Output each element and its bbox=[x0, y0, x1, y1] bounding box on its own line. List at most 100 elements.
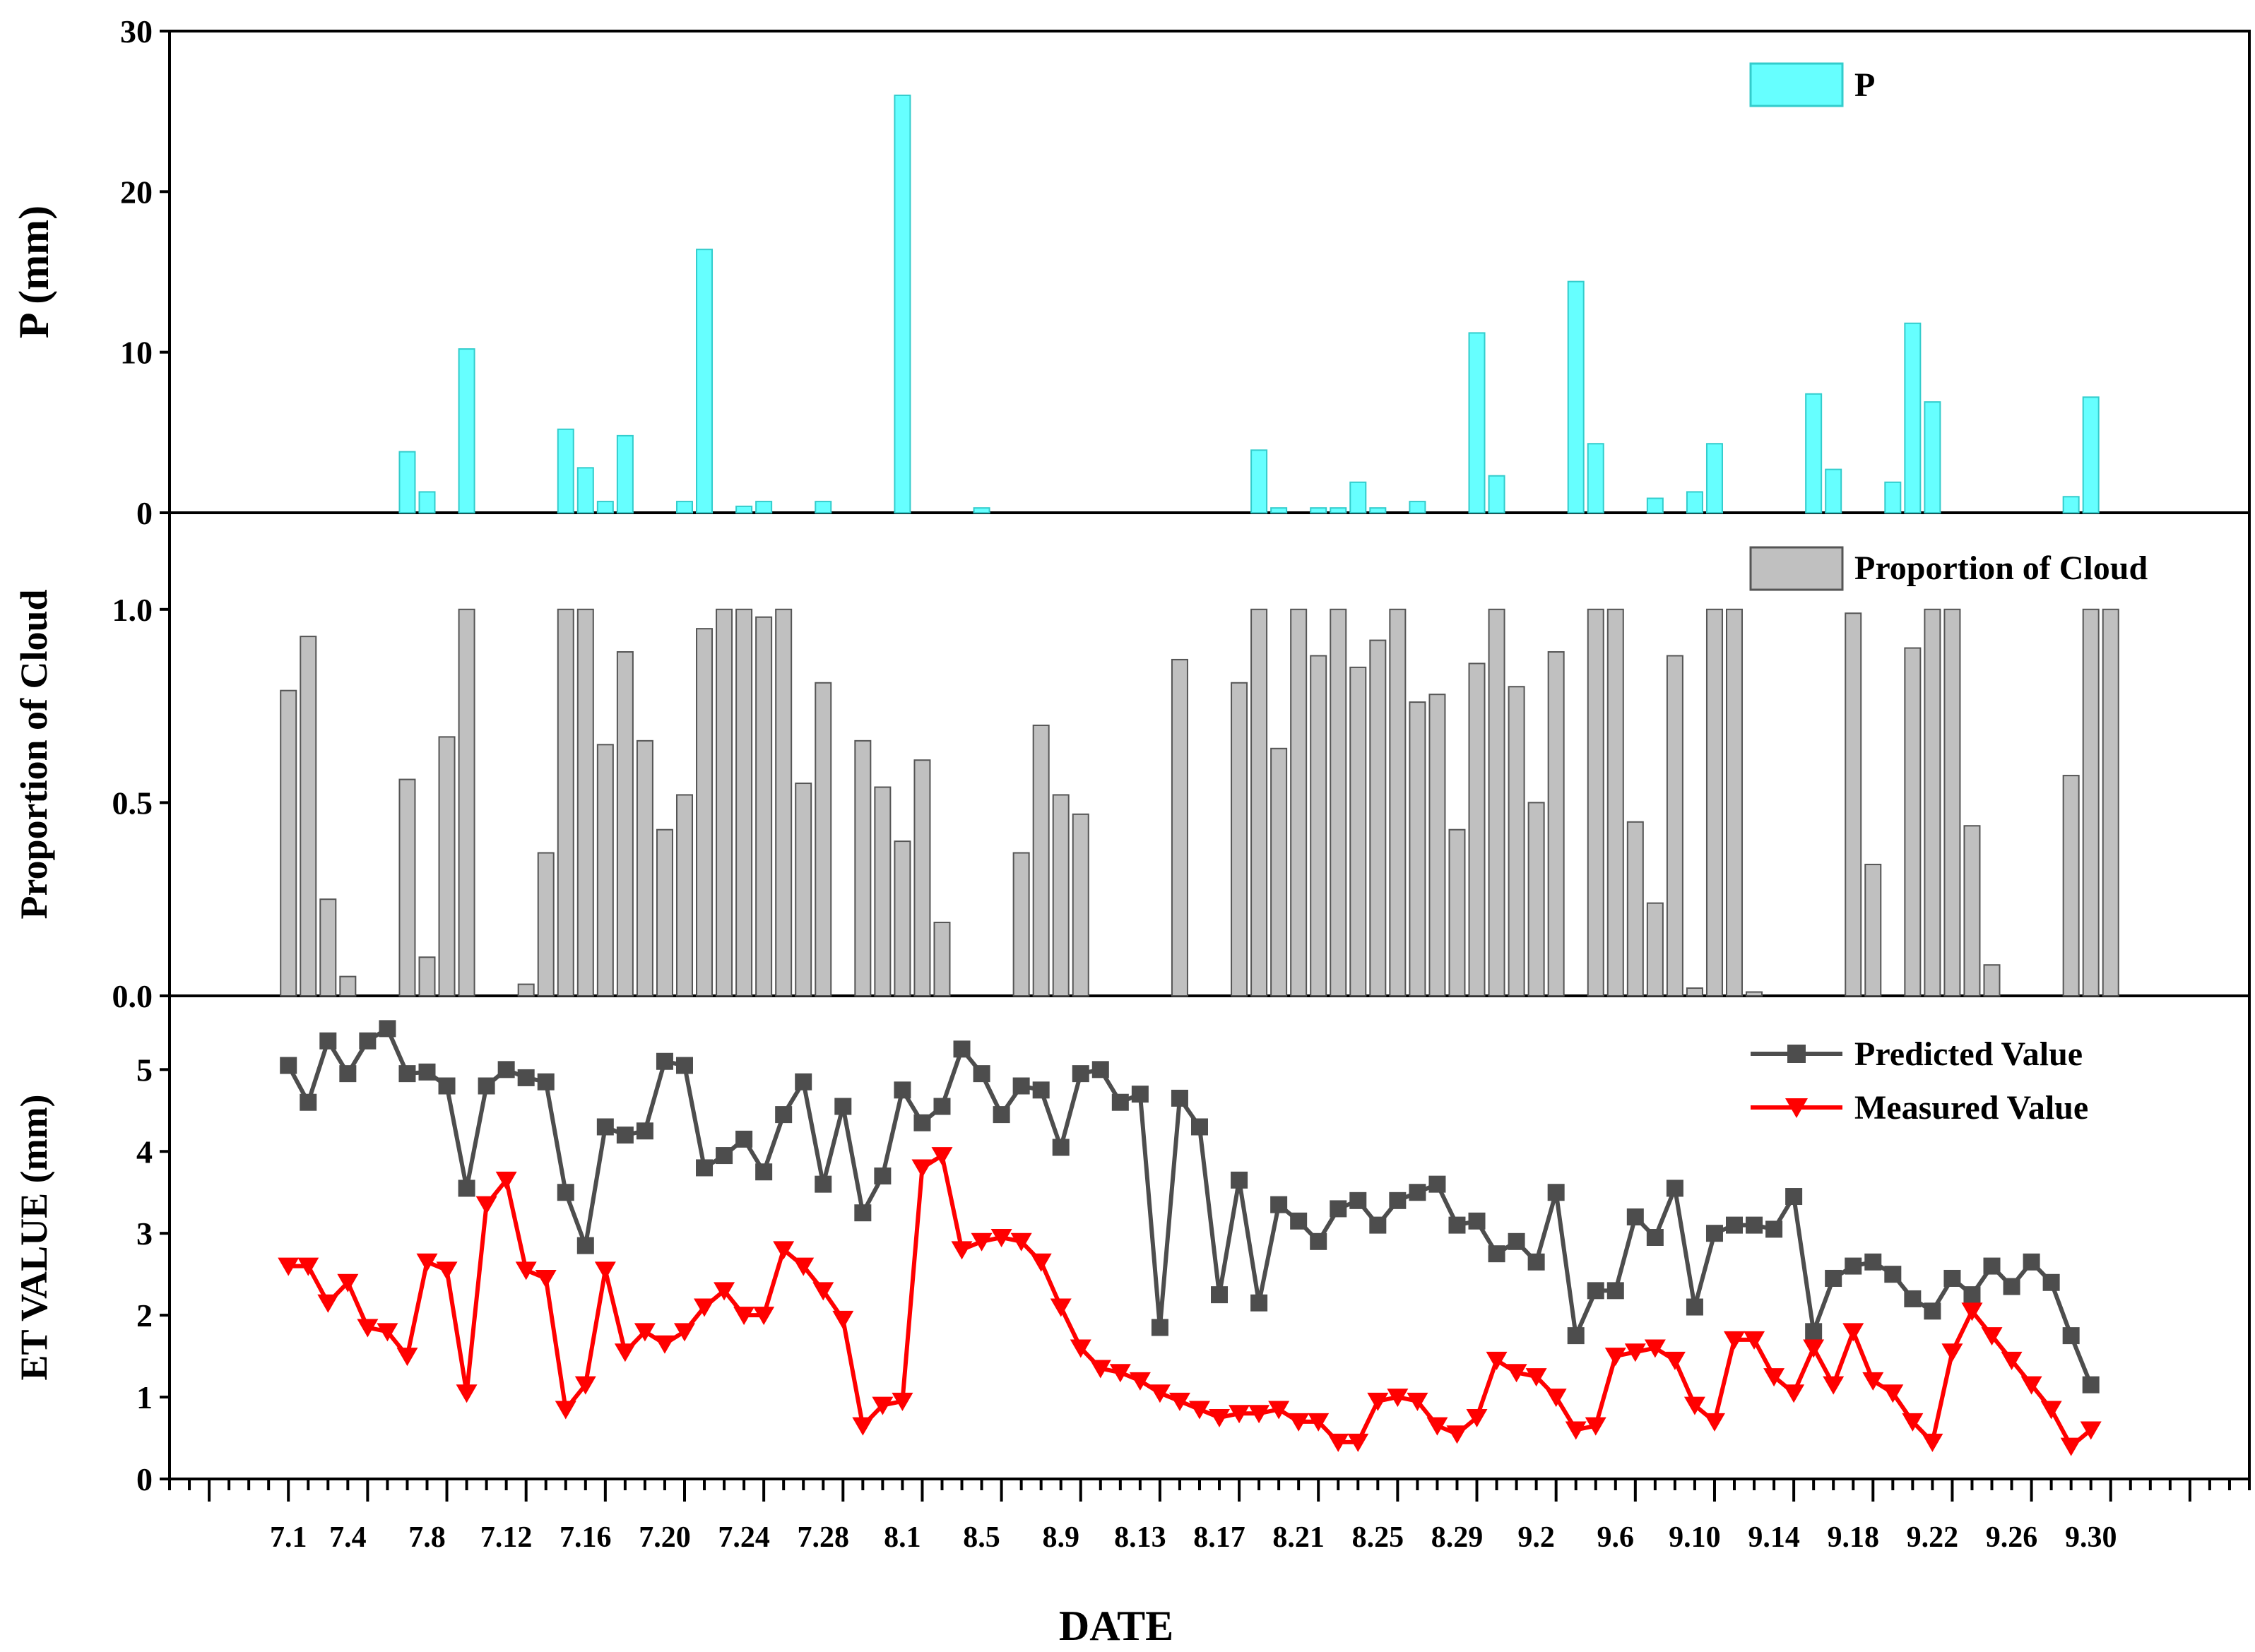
precip-bar bbox=[1587, 443, 1604, 513]
cloud-bar bbox=[735, 608, 753, 997]
predicted-value-point bbox=[300, 1093, 317, 1111]
predicted-value-point bbox=[1231, 1171, 1248, 1189]
predicted-value-point bbox=[1943, 1269, 1961, 1287]
measured-value-point bbox=[574, 1376, 596, 1395]
y-tick-label: 20 bbox=[120, 174, 153, 210]
cloud-bar bbox=[1943, 608, 1961, 997]
cloud-bar bbox=[300, 636, 317, 997]
cloud-bar bbox=[1389, 608, 1407, 997]
measured-value-point bbox=[1149, 1384, 1171, 1403]
cloud-bar bbox=[1746, 991, 1763, 997]
predicted-value-point bbox=[418, 1063, 436, 1081]
cloud-bar bbox=[874, 786, 892, 997]
y-tick-label: 0.0 bbox=[112, 978, 153, 1014]
predicted-value-point bbox=[1904, 1290, 1922, 1307]
measured-value-point bbox=[1902, 1413, 1924, 1432]
measured-value-point bbox=[1446, 1425, 1468, 1444]
measured-value-point bbox=[1644, 1339, 1666, 1358]
predicted-value-point bbox=[1825, 1269, 1842, 1287]
y-tick-label: 1 bbox=[136, 1379, 153, 1415]
x-tick-label: 9.14 bbox=[1748, 1521, 1800, 1554]
cloud-bar bbox=[1963, 825, 1981, 997]
measured-value-point bbox=[1525, 1368, 1547, 1387]
predicted-value-point bbox=[1527, 1253, 1545, 1271]
measured-value-point bbox=[2020, 1376, 2042, 1395]
precip-bar bbox=[2082, 396, 2100, 513]
measured-value-point bbox=[1862, 1372, 1884, 1391]
cloud-bar bbox=[755, 616, 773, 997]
predicted-value-point bbox=[616, 1127, 634, 1144]
measured-value-point bbox=[1327, 1433, 1349, 1452]
measured-value-point bbox=[1248, 1405, 1270, 1424]
x-tick-label: 7.8 bbox=[408, 1521, 446, 1554]
predicted-value-point bbox=[854, 1204, 872, 1222]
legend-label-measured: Measured Value bbox=[1854, 1089, 2088, 1127]
predicted-value-point bbox=[1409, 1184, 1426, 1201]
predicted-value-point bbox=[1884, 1266, 1902, 1283]
x-tick-label: 7.4 bbox=[329, 1521, 367, 1554]
cloud-bar bbox=[815, 682, 832, 997]
cloud-bar bbox=[716, 608, 733, 997]
cloud-bar bbox=[1508, 686, 1525, 997]
predicted-value-point bbox=[1151, 1319, 1168, 1336]
y-tick-label: 10 bbox=[120, 335, 153, 371]
y-tick-label: 2 bbox=[136, 1297, 153, 1333]
predicted-value-point bbox=[1626, 1208, 1644, 1226]
predicted-value-point bbox=[537, 1073, 555, 1091]
predicted-value-point bbox=[379, 1020, 396, 1038]
predicted-value-point bbox=[1211, 1286, 1229, 1304]
measured-value-point bbox=[1387, 1389, 1409, 1408]
cloud-bar bbox=[636, 739, 653, 997]
predicted-value-point bbox=[1963, 1286, 1981, 1304]
x-tick-label: 8.21 bbox=[1272, 1521, 1325, 1554]
precip-bar bbox=[1468, 332, 1486, 513]
precip-bar bbox=[1924, 401, 1941, 514]
cloud-bar bbox=[1171, 658, 1188, 997]
legend-marker-predicted bbox=[1787, 1045, 1806, 1063]
cloud-bar bbox=[616, 650, 634, 997]
cloud-bars bbox=[280, 608, 2119, 997]
measured-value-point bbox=[1744, 1331, 1765, 1350]
measured-value-point bbox=[1941, 1343, 1963, 1362]
x-tick-label: 8.25 bbox=[1352, 1521, 1404, 1554]
measured-value-point bbox=[1703, 1413, 1725, 1432]
measured-value-point bbox=[673, 1323, 695, 1342]
cloud-bar bbox=[280, 689, 297, 997]
measured-value-point bbox=[990, 1229, 1012, 1247]
measured-value-point bbox=[1724, 1331, 1746, 1350]
measured-value-point bbox=[1922, 1433, 1943, 1452]
measured-value-point bbox=[1407, 1392, 1428, 1411]
legend-swatch-p bbox=[1749, 62, 1844, 107]
cloud-bar bbox=[1349, 666, 1367, 997]
predicted-value-point bbox=[933, 1098, 951, 1115]
measured-value-point bbox=[1664, 1351, 1686, 1370]
cloud-bar bbox=[2062, 775, 2080, 997]
cloud-bar bbox=[1032, 724, 1050, 997]
cloud-bar bbox=[1231, 682, 1248, 997]
predicted-value-point bbox=[755, 1163, 773, 1181]
measured-value-point bbox=[951, 1241, 973, 1260]
predicted-value-point bbox=[775, 1106, 793, 1124]
predicted-value-point bbox=[716, 1147, 733, 1165]
cloud-bar bbox=[933, 922, 951, 997]
predicted-value-point bbox=[636, 1122, 653, 1140]
predicted-value-point bbox=[1983, 1257, 2001, 1275]
cloud-bar bbox=[557, 608, 574, 997]
predicted-value-point bbox=[576, 1237, 594, 1254]
measured-value-point bbox=[1486, 1351, 1508, 1370]
measured-value-point bbox=[278, 1257, 300, 1276]
predicted-value-point bbox=[1488, 1245, 1505, 1263]
measured-value-point bbox=[1842, 1323, 1864, 1342]
cloud-bar bbox=[398, 778, 416, 997]
et-y-axis: 0 1 2 3 4 5 bbox=[136, 1052, 170, 1497]
precip-bar bbox=[1330, 507, 1347, 513]
measured-value-point bbox=[694, 1298, 716, 1317]
measured-value-point bbox=[1050, 1298, 1072, 1317]
precip-bar bbox=[1250, 449, 1268, 514]
predicted-value-point bbox=[2023, 1253, 2040, 1271]
predicted-value-point bbox=[1072, 1065, 1089, 1083]
y-tick-label: 5 bbox=[136, 1052, 153, 1088]
measured-value-point bbox=[1961, 1302, 1983, 1321]
cloud-bar bbox=[1052, 794, 1070, 997]
x-tick-label: 8.1 bbox=[884, 1521, 921, 1554]
